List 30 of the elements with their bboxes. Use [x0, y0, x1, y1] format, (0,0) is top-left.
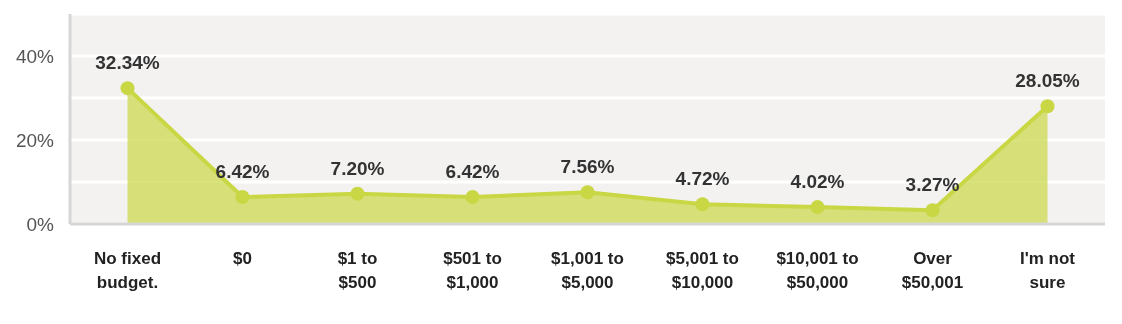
point [120, 81, 135, 96]
point [925, 203, 940, 218]
data-label: 4.72% [675, 168, 730, 190]
data-label: 4.02% [790, 171, 845, 193]
point [695, 197, 710, 212]
y-tick-label: 40% [15, 45, 55, 67]
point [465, 190, 480, 205]
data-label: 7.20% [330, 157, 385, 179]
data-label: 6.42% [215, 161, 270, 183]
x-tick-label: $1,001 to $5,000 [551, 249, 624, 292]
data-label: 32.34% [95, 52, 160, 74]
data-label: 7.56% [560, 156, 615, 178]
x-tick-label: $1 to $500 [337, 249, 378, 292]
y-tick-label: 0% [26, 213, 55, 235]
x-tick-label: No fixed budget. [93, 249, 162, 292]
data-label: 6.42% [445, 161, 500, 183]
data-label: 28.05% [1015, 70, 1080, 92]
point [235, 190, 250, 205]
point [810, 200, 825, 215]
x-tick-label: $501 to $1,000 [443, 249, 502, 292]
point [580, 185, 595, 200]
point [350, 186, 365, 201]
x-tick-label: Over $50,001 [901, 249, 964, 292]
data-label: 3.27% [905, 174, 960, 196]
x-tick-label: I'm not sure [1019, 249, 1076, 292]
x-tick-label: $10,001 to $50,000 [776, 249, 859, 292]
y-tick-label: 20% [15, 129, 55, 151]
x-tick-label: $5,001 to $10,000 [666, 249, 739, 292]
point [1040, 99, 1055, 114]
x-tick-label: $0 [233, 249, 252, 268]
